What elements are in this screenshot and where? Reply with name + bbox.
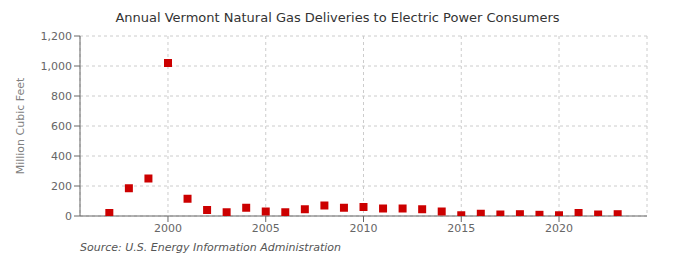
html-text:Source: U.S. Energy Informatio: Source: U.S. Energy Information Administ…: [80, 241, 341, 254]
svg-text:600: 600: [51, 120, 72, 133]
svg-text:1,200: 1,200: [41, 30, 73, 43]
svg-text:200: 200: [51, 180, 72, 193]
svg-text:1,000: 1,000: [41, 60, 73, 73]
svg-text:0: 0: [65, 210, 72, 223]
svg-text:2020: 2020: [545, 222, 573, 235]
svg-text:Million Cubic Feet: Million Cubic Feet: [14, 77, 27, 174]
svg-text:2005: 2005: [252, 222, 280, 235]
svg-text:400: 400: [51, 150, 72, 163]
html-text:Annual Vermont Natural Gas Del: Annual Vermont Natural Gas Deliveries to…: [115, 10, 560, 25]
svg-text:2010: 2010: [350, 222, 378, 235]
svg-text:2015: 2015: [447, 222, 475, 235]
svg-text:800: 800: [51, 90, 72, 103]
svg-text:2000: 2000: [154, 222, 182, 235]
